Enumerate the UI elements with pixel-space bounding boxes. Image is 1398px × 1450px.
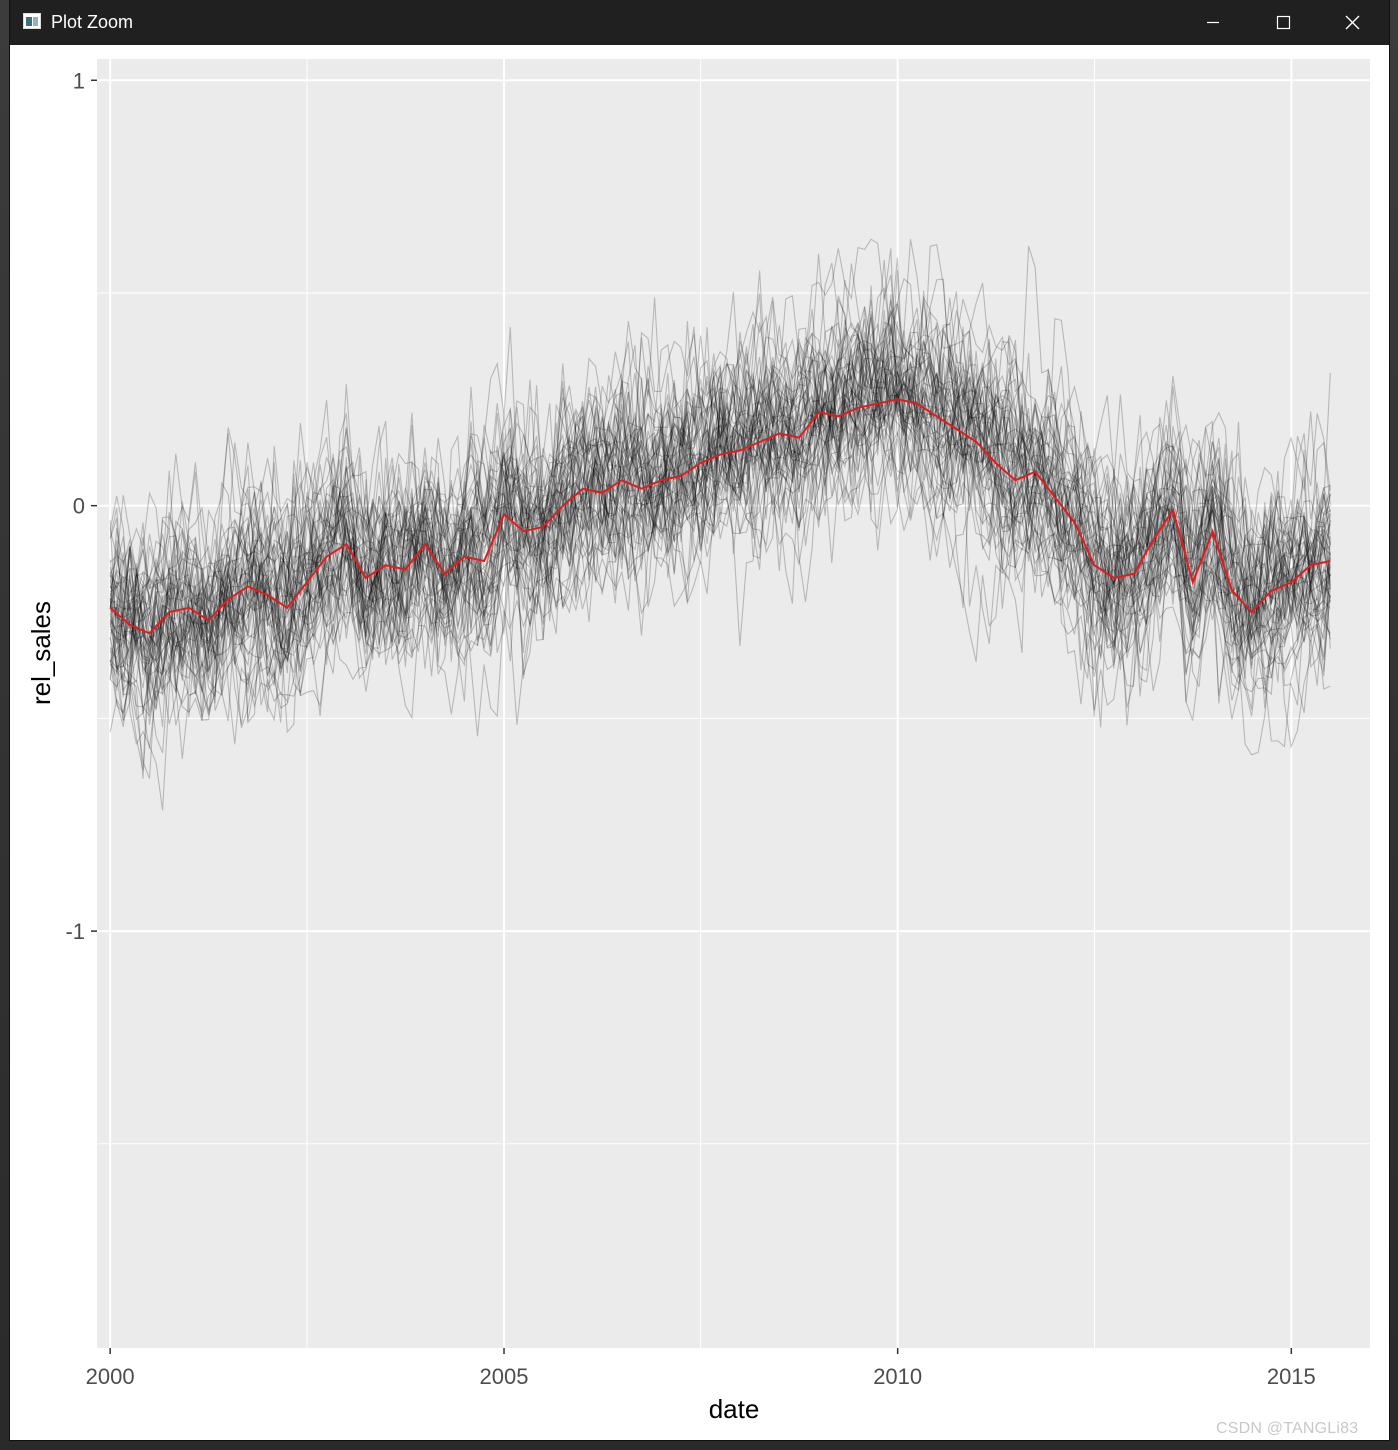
individual-series-line bbox=[109, 401, 1331, 725]
individual-series-line bbox=[109, 331, 1331, 714]
individual-series-line bbox=[109, 244, 1331, 648]
summary-series-line bbox=[109, 398, 1331, 635]
individual-series-line bbox=[109, 299, 1331, 722]
individual-series-line bbox=[109, 277, 1331, 710]
watermark: CSDN @TANGLi83 bbox=[1216, 1420, 1359, 1437]
y-axis-title: rel_sales bbox=[26, 601, 56, 705]
individual-series-line bbox=[109, 309, 1331, 675]
close-button[interactable] bbox=[1318, 0, 1388, 45]
individual-series-line bbox=[109, 343, 1331, 634]
individual-series-line bbox=[109, 402, 1331, 811]
x-axis-title: date bbox=[709, 1394, 760, 1424]
individual-series-line bbox=[109, 372, 1331, 779]
individual-series-line bbox=[109, 338, 1331, 632]
x-tick-label: 2005 bbox=[480, 1364, 529, 1389]
individual-series-line bbox=[109, 297, 1331, 688]
individual-series-line bbox=[109, 371, 1331, 662]
individual-series-line bbox=[109, 257, 1331, 691]
y-tick-label: 1 bbox=[73, 68, 85, 93]
individual-series-line bbox=[109, 379, 1331, 675]
window-title: Plot Zoom bbox=[51, 12, 134, 32]
individual-series-line bbox=[109, 371, 1331, 663]
individual-series-line bbox=[109, 290, 1331, 713]
title-bar[interactable]: Plot Zoom bbox=[10, 0, 1389, 45]
individual-series-line bbox=[109, 309, 1331, 648]
y-tick-label: -1 bbox=[65, 919, 85, 944]
minimize-button[interactable] bbox=[1178, 0, 1248, 45]
individual-series-line bbox=[109, 269, 1331, 717]
y-tick-label: 0 bbox=[73, 494, 85, 519]
x-tick-label: 2000 bbox=[86, 1364, 135, 1389]
individual-series-line bbox=[109, 361, 1331, 754]
individual-series-line bbox=[109, 341, 1331, 779]
plot-zoom-window: Plot Zoom 1 0 -1 2000 2005 2010 2015 bbox=[10, 0, 1389, 1440]
individual-series-line bbox=[109, 296, 1331, 644]
individual-series-line bbox=[109, 356, 1331, 680]
maximize-icon bbox=[1276, 15, 1291, 30]
individual-series-line bbox=[109, 341, 1331, 698]
individual-series-line bbox=[109, 333, 1331, 728]
individual-series-line bbox=[109, 339, 1331, 771]
minimize-icon bbox=[1207, 21, 1219, 24]
individual-series-line bbox=[109, 327, 1331, 638]
y-axis: 1 0 -1 bbox=[65, 68, 97, 944]
individual-series-line bbox=[109, 345, 1331, 726]
individual-series-line bbox=[109, 326, 1331, 713]
individual-series-line bbox=[109, 380, 1331, 689]
individual-series-line bbox=[109, 380, 1331, 648]
grid-minor bbox=[97, 59, 1370, 1348]
individual-series-line bbox=[109, 238, 1331, 684]
individual-series-line bbox=[109, 270, 1331, 693]
individual-series-line bbox=[109, 379, 1331, 670]
plot-area: 1 0 -1 2000 2005 2010 2015 date rel_sales bbox=[10, 45, 1389, 1440]
individual-series-line bbox=[109, 379, 1331, 719]
individual-series-line bbox=[109, 306, 1331, 648]
individual-series-line bbox=[109, 449, 1331, 717]
individual-series-line bbox=[109, 321, 1331, 607]
individual-series-line bbox=[110, 343, 1331, 759]
individual-series-line bbox=[109, 253, 1331, 667]
individual-series-line bbox=[109, 263, 1331, 704]
x-axis: 2000 2005 2010 2015 bbox=[86, 1348, 1316, 1389]
maximize-button[interactable] bbox=[1248, 0, 1318, 45]
individual-series-line bbox=[109, 260, 1331, 679]
individual-series-line bbox=[109, 359, 1331, 734]
individual-series-line bbox=[109, 280, 1331, 674]
panel-background bbox=[97, 59, 1370, 1348]
individual-series-line bbox=[109, 389, 1331, 714]
individual-series-line bbox=[109, 359, 1331, 749]
individual-series-line bbox=[109, 262, 1331, 695]
individual-series-line bbox=[109, 349, 1331, 672]
individual-series-line bbox=[110, 386, 1331, 709]
individual-series-line bbox=[109, 377, 1331, 669]
individual-series-line bbox=[109, 341, 1331, 711]
individual-series-line bbox=[109, 321, 1331, 645]
grid-major bbox=[97, 59, 1370, 1348]
close-icon bbox=[1345, 15, 1360, 30]
individual-series-line bbox=[110, 380, 1331, 673]
individual-series-line bbox=[109, 333, 1331, 714]
individual-series-line bbox=[109, 321, 1331, 604]
individual-series-group bbox=[109, 238, 1331, 811]
app-icon bbox=[23, 13, 41, 29]
x-tick-label: 2010 bbox=[873, 1364, 922, 1389]
individual-series-line bbox=[109, 340, 1331, 655]
line-chart: 1 0 -1 2000 2005 2010 2015 date rel_sales bbox=[26, 59, 1370, 1424]
individual-series-line bbox=[110, 351, 1331, 696]
individual-series-line bbox=[109, 322, 1331, 667]
x-tick-label: 2015 bbox=[1267, 1364, 1316, 1389]
individual-series-line bbox=[109, 314, 1331, 671]
individual-series-line bbox=[109, 306, 1331, 721]
